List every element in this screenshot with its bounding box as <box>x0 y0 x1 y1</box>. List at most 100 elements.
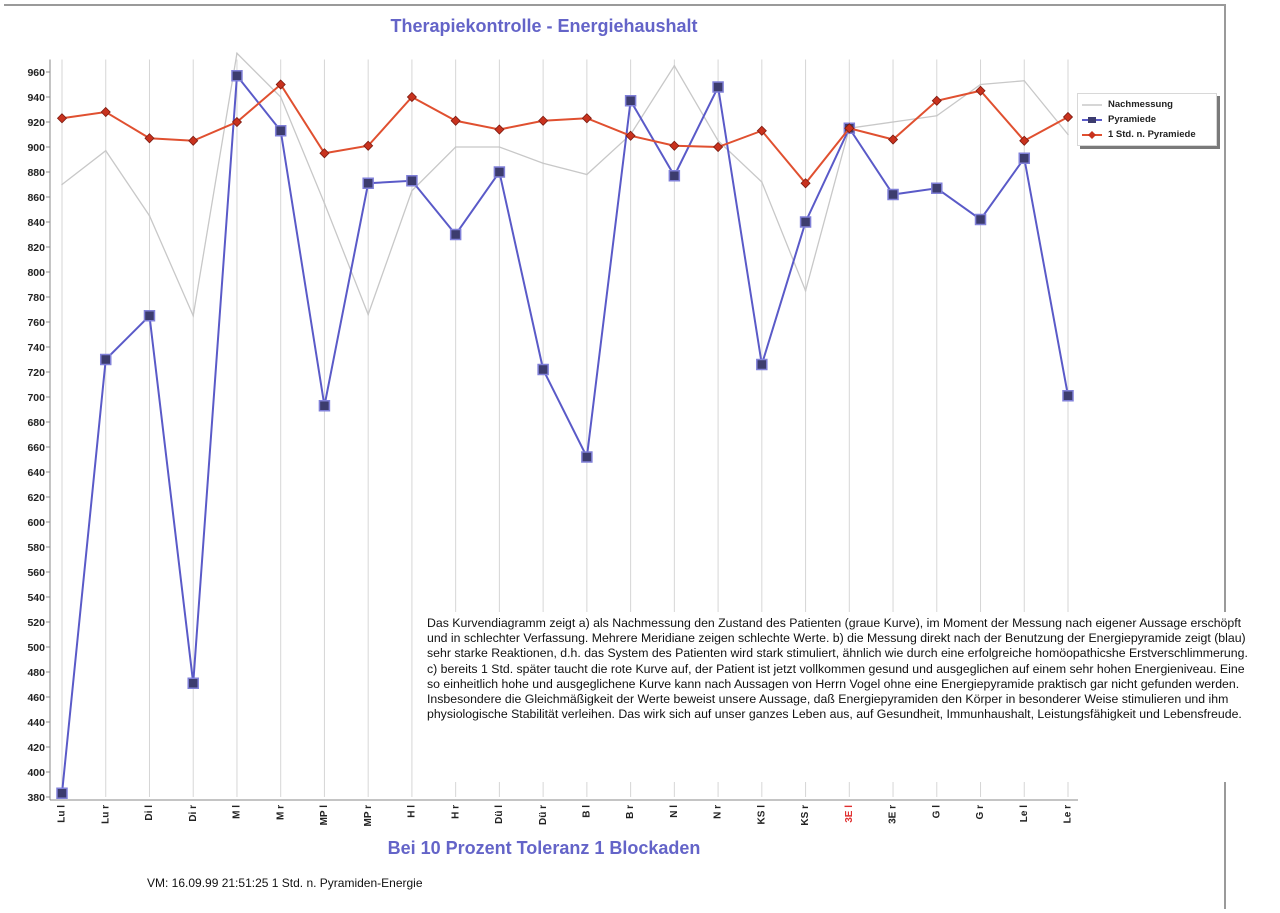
data-point-pyramiede <box>231 70 243 82</box>
data-point-nachmessung <box>761 181 763 183</box>
series-line-pyramiede <box>61 73 1069 794</box>
legend-swatch-nachmessung <box>1082 101 1102 109</box>
data-point-nachmessung <box>148 214 151 217</box>
data-point-nachmessung <box>279 96 282 98</box>
x-tick-label: M r <box>275 805 286 820</box>
data-point-nachmessung <box>236 52 238 55</box>
data-point-pyramiede <box>318 400 331 412</box>
x-tick-label: Dü l <box>494 805 505 824</box>
data-point-pyramiede <box>362 177 374 189</box>
data-point-pyramiede <box>974 213 987 226</box>
data-point-1std <box>581 113 592 124</box>
x-tick-label: G r <box>975 805 986 820</box>
y-tick-label: 640 <box>27 467 45 479</box>
y-tick-label: 820 <box>27 242 45 254</box>
data-point-nachmessung <box>454 146 457 148</box>
data-point-1std <box>100 106 111 118</box>
data-point-nachmessung <box>892 121 894 123</box>
data-point-1std <box>931 95 942 106</box>
data-point-1std <box>56 113 68 124</box>
data-point-nachmessung <box>804 289 807 292</box>
data-point-1std <box>887 134 899 145</box>
x-tick-label: H l <box>407 805 418 818</box>
x-tick-label: MP l <box>319 805 330 826</box>
x-tick-label: H r <box>450 805 461 819</box>
legend-item-nachmessung: Nachmessung <box>1082 97 1212 112</box>
x-tick-label: Le r <box>1063 805 1074 823</box>
data-point-1std <box>188 135 199 146</box>
data-point-pyramiede <box>931 182 943 194</box>
data-point-nachmessung <box>498 146 501 148</box>
y-tick-label: 760 <box>27 317 45 329</box>
y-tick-label: 380 <box>27 792 45 804</box>
data-point-nachmessung <box>411 189 413 192</box>
data-point-pyramiede <box>99 353 112 366</box>
data-point-pyramiede <box>406 175 418 187</box>
data-point-1std <box>975 85 986 96</box>
legend-label-nachmessung: Nachmessung <box>1108 99 1173 110</box>
legend-label-pyramiede: Pyramiede <box>1108 114 1157 125</box>
y-tick-label: 840 <box>27 217 45 229</box>
data-point-1std <box>363 140 374 151</box>
measurement-footer: VM: 16.09.99 21:51:25 1 Std. n. Pyramide… <box>147 876 423 890</box>
y-tick-label: 560 <box>27 567 45 579</box>
data-point-pyramiede <box>274 125 287 137</box>
y-tick-label: 500 <box>27 642 45 654</box>
data-point-1std <box>713 141 724 153</box>
legend-swatch-pyramiede <box>1082 116 1102 124</box>
x-tick-label: Le l <box>1019 805 1030 822</box>
data-point-1std <box>1062 111 1074 123</box>
data-point-nachmessung <box>717 139 719 142</box>
data-point-pyramiede <box>449 228 462 241</box>
data-point-nachmessung <box>586 173 588 176</box>
data-point-pyramiede <box>799 216 812 228</box>
y-tick-label: 740 <box>27 342 45 354</box>
data-point-nachmessung <box>1067 133 1069 136</box>
data-point-pyramiede <box>537 363 549 376</box>
x-tick-label: Dü r <box>538 805 549 825</box>
x-tick-label: B r <box>625 805 636 819</box>
legend: Nachmessung Pyramiede 1 Std. n. Pyramied… <box>1077 93 1217 146</box>
data-point-pyramiede <box>756 358 768 371</box>
y-tick-label: 480 <box>27 667 45 679</box>
legend-item-1std: 1 Std. n. Pyramiede <box>1082 127 1212 142</box>
y-tick-label: 580 <box>27 542 45 554</box>
data-point-1std <box>669 140 680 151</box>
chart-title: Therapiekontrolle - Energiehaushalt <box>390 16 698 36</box>
x-tick-label: 3E r <box>888 805 899 824</box>
legend-item-pyramiede: Pyramiede <box>1082 112 1212 127</box>
data-point-1std <box>494 124 505 135</box>
x-tick-label: KS l <box>756 805 767 825</box>
explanation-text: Das Kurvendiagramm zeigt a) als Nachmess… <box>415 612 1260 782</box>
y-tick-label: 900 <box>27 142 45 154</box>
data-point-pyramiede <box>56 787 68 799</box>
x-tick-label: M l <box>232 805 243 819</box>
y-tick-label: 660 <box>27 442 45 454</box>
data-point-nachmessung <box>104 149 107 152</box>
chart-frame <box>4 4 1226 909</box>
data-point-nachmessung <box>673 64 676 67</box>
legend-swatch-1std <box>1082 130 1102 139</box>
y-tick-label: 460 <box>27 692 45 704</box>
y-tick-label: 720 <box>27 367 45 379</box>
data-point-1std <box>231 116 243 128</box>
data-point-pyramiede <box>712 81 724 93</box>
data-point-nachmessung <box>323 202 326 205</box>
y-tick-label: 960 <box>27 67 45 79</box>
y-tick-label: 880 <box>27 167 45 179</box>
y-tick-label: 420 <box>27 742 45 754</box>
y-tick-label: 940 <box>27 92 45 104</box>
data-point-pyramiede <box>493 166 506 178</box>
data-point-1std <box>756 125 767 136</box>
x-tick-label: KS r <box>800 805 811 826</box>
data-point-1std <box>538 115 549 126</box>
x-tick-label: G l <box>931 805 942 819</box>
data-point-nachmessung <box>61 183 63 186</box>
data-point-1std <box>800 178 811 189</box>
series-line-1std <box>61 82 1069 185</box>
y-tick-label: 540 <box>27 592 45 604</box>
y-tick-label: 920 <box>27 117 45 129</box>
x-tick-label: Di l <box>144 805 155 821</box>
data-point-pyramiede <box>887 188 899 201</box>
y-tick-label: 800 <box>27 267 45 279</box>
